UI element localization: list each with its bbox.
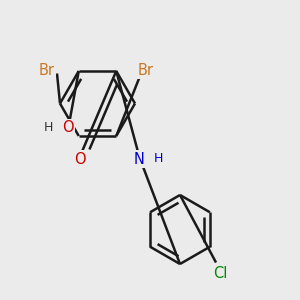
Text: H: H — [154, 152, 163, 166]
Text: Br: Br — [38, 63, 55, 78]
Text: O: O — [74, 152, 85, 166]
Text: N: N — [134, 152, 145, 166]
Text: H: H — [43, 121, 53, 134]
Text: O: O — [62, 120, 73, 135]
Text: Cl: Cl — [213, 266, 228, 280]
Text: Br: Br — [137, 63, 154, 78]
